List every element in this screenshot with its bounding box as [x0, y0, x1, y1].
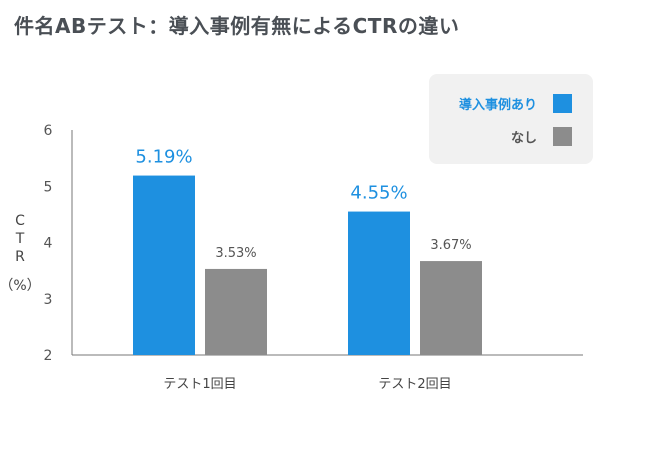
y-tick-label-4: 6: [44, 123, 53, 139]
legend-swatch-1: [553, 127, 572, 146]
legend-label-0: 導入事例あり: [459, 97, 537, 113]
bar-without-2: [420, 261, 482, 355]
data-label-with-case-1: 5.19%: [135, 147, 192, 168]
data-label-without-2: 3.67%: [430, 238, 471, 253]
legend-label-1: なし: [511, 131, 537, 146]
y-tick-label-2: 4: [44, 236, 53, 252]
x-tick-label-2: テスト2回目: [378, 377, 451, 392]
y-tick-label-1: 3: [44, 292, 53, 308]
x-tick-label-1: テスト1回目: [163, 377, 236, 392]
legend-box: [429, 74, 593, 164]
y-tick-label-3: 5: [44, 179, 53, 195]
y-axis-label-part-2: R: [15, 249, 25, 265]
data-label-with-case-2: 4.55%: [350, 183, 407, 204]
data-label-without-1: 3.53%: [215, 246, 256, 261]
bar-without-1: [205, 268, 267, 355]
legend-swatch-0: [553, 94, 572, 113]
bar-with-case-2: [348, 211, 410, 355]
y-axis-label-part-0: C: [15, 213, 25, 229]
bar-with-case-1: [133, 175, 195, 355]
chart-title: 件名ABテスト：導入事例有無によるCTRの違い: [14, 14, 460, 38]
y-axis-label-part-1: T: [15, 231, 25, 247]
y-axis-label-part-3: （%）: [0, 278, 41, 294]
y-tick-label-0: 2: [44, 348, 53, 364]
